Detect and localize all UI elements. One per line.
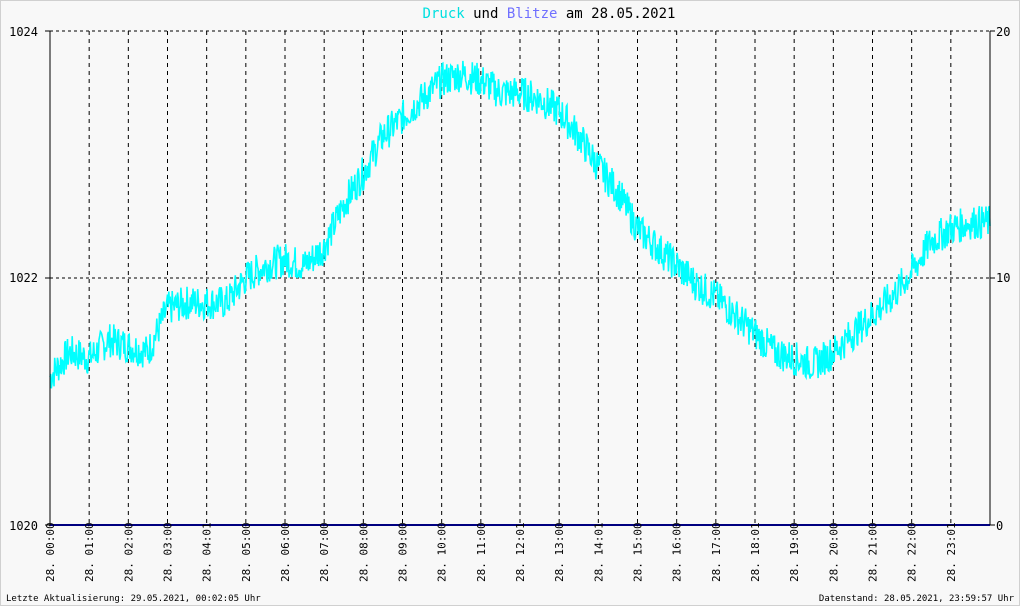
- x-tick-label-6: 28. 06:00: [279, 522, 292, 582]
- footer-last-update: Letzte Aktualisierung: 29.05.2021, 00:02…: [6, 594, 261, 604]
- x-tick-label-7: 28. 07:00: [318, 522, 331, 582]
- x-tick-label-4: 28. 04:01: [201, 522, 214, 582]
- x-tick-label-15: 28. 15:00: [632, 522, 645, 582]
- x-tick-label-0: 28. 00:00: [44, 522, 57, 582]
- title-druck: Druck: [423, 6, 466, 22]
- x-tick-label-23: 28. 23:01: [945, 522, 958, 582]
- title-blitze: Blitze: [507, 6, 558, 22]
- x-tick-label-18: 28. 18:01: [749, 522, 762, 582]
- chart-title: Druck und Blitze am 28.05.2021: [423, 6, 676, 22]
- y-left-tick-1020: 1020: [9, 519, 38, 533]
- title-date: am 28.05.2021: [557, 6, 675, 22]
- grid: [49, 30, 990, 525]
- x-tick-label-14: 28. 14:01: [592, 522, 605, 582]
- x-tick-label-20: 28. 20:00: [827, 522, 840, 582]
- x-tick-label-5: 28. 05:00: [240, 522, 253, 582]
- footer-data-status: Datenstand: 28.05.2021, 23:59:57 Uhr: [819, 594, 1015, 604]
- x-tick-label-19: 28. 19:00: [788, 522, 801, 582]
- x-tick-label-17: 28. 17:00: [710, 522, 723, 582]
- y-right-tick-10: 10: [996, 271, 1010, 285]
- y-right-tick-20: 20: [996, 25, 1010, 39]
- x-tick-label-16: 28. 16:00: [671, 522, 684, 582]
- x-tick-label-3: 28. 03:00: [162, 522, 175, 582]
- x-tick-label-8: 28. 08:00: [357, 522, 370, 582]
- series-druck: [49, 60, 991, 389]
- x-tick-label-1: 28. 01:00: [83, 522, 96, 582]
- y-right-tick-0: 0: [996, 519, 1003, 533]
- x-tick-label-22: 28. 22:00: [906, 522, 919, 582]
- druck-line: [49, 60, 991, 389]
- axes: [45, 30, 995, 526]
- x-tick-label-10: 28. 10:00: [436, 522, 449, 582]
- x-tick-label-13: 28. 13:00: [553, 522, 566, 582]
- x-tick-label-12: 28. 12:01: [514, 522, 527, 582]
- y-left-tick-1024: 1024: [9, 25, 38, 39]
- title-und: und: [465, 6, 507, 22]
- x-tick-label-2: 28. 02:00: [122, 522, 135, 582]
- x-tick-label-9: 28. 09:00: [397, 522, 410, 582]
- x-axis-labels: 28. 00:00 28. 01:00 28. 02:00 28. 03:00 28. …: [44, 522, 958, 582]
- y-left-tick-1022: 1022: [9, 271, 38, 285]
- x-tick-label-11: 28. 11:00: [475, 522, 488, 582]
- x-tick-label-21: 28. 21:00: [867, 522, 880, 582]
